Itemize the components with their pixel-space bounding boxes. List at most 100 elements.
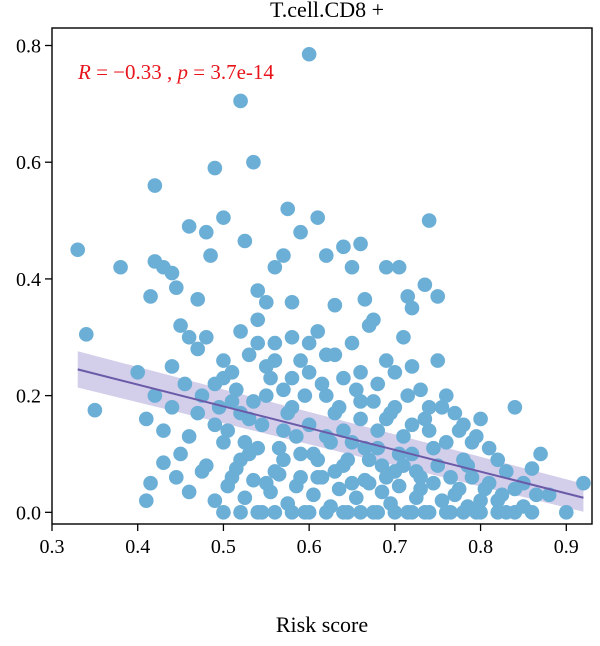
x-tick-label: 0.7	[382, 536, 407, 558]
data-point	[237, 435, 253, 450]
data-point	[357, 472, 373, 488]
data-point	[168, 470, 184, 485]
data-point	[147, 388, 163, 403]
data-point	[246, 394, 261, 409]
data-point	[254, 417, 270, 433]
data-point	[263, 370, 278, 386]
data-point	[507, 399, 523, 415]
data-point	[216, 353, 231, 368]
data-point	[203, 248, 218, 263]
data-point	[353, 236, 368, 252]
data-point	[464, 470, 480, 485]
data-point	[331, 399, 347, 415]
data-point	[438, 505, 454, 520]
x-tick-label: 0.3	[40, 536, 65, 558]
data-point	[370, 423, 386, 438]
data-point	[318, 347, 334, 363]
data-point	[194, 464, 210, 479]
data-point	[130, 364, 146, 380]
data-point	[336, 423, 351, 438]
data-point	[198, 224, 214, 240]
p-equals: =	[193, 60, 210, 84]
data-point	[224, 394, 240, 409]
data-point	[481, 440, 497, 456]
data-point	[293, 224, 308, 240]
data-point	[366, 394, 381, 409]
data-point	[353, 505, 368, 520]
data-point	[417, 277, 433, 293]
data-point	[391, 478, 407, 494]
data-point	[288, 429, 304, 444]
regression-line-layer	[77, 368, 584, 499]
data-point	[156, 455, 171, 471]
data-point	[258, 294, 274, 310]
data-point	[391, 259, 407, 275]
data-point	[301, 364, 317, 380]
data-point	[404, 359, 420, 374]
regression-line	[77, 368, 584, 499]
data-point	[181, 429, 197, 444]
data-point	[404, 300, 420, 316]
data-point	[147, 178, 163, 193]
data-point	[348, 382, 364, 398]
data-point	[361, 452, 377, 468]
data-point	[434, 493, 450, 508]
data-point	[430, 353, 446, 368]
x-tick-label: 0.4	[125, 536, 150, 558]
data-point	[396, 329, 411, 345]
y-tick-label: 0.6	[16, 152, 41, 174]
data-point	[310, 324, 326, 339]
data-point	[233, 405, 248, 421]
data-point	[417, 411, 433, 427]
data-point	[250, 505, 266, 520]
data-point	[421, 423, 437, 438]
data-point	[331, 481, 347, 497]
points-layer	[70, 46, 591, 520]
data-point	[404, 505, 420, 520]
r-value: −0.33	[113, 60, 162, 84]
data-point	[237, 490, 253, 506]
data-point	[267, 335, 283, 351]
data-point	[284, 329, 300, 345]
data-point	[336, 505, 351, 520]
y-tick-label: 0.0	[16, 502, 41, 524]
data-point	[451, 423, 467, 438]
data-point	[323, 435, 338, 450]
data-point	[190, 341, 206, 357]
data-point	[258, 388, 274, 403]
data-point	[276, 452, 291, 468]
data-point	[494, 487, 510, 503]
data-point	[293, 353, 308, 368]
data-point	[246, 154, 261, 170]
data-point	[224, 470, 240, 485]
data-point	[421, 213, 437, 228]
data-point	[370, 440, 386, 456]
data-point	[387, 364, 403, 380]
data-point	[558, 505, 574, 520]
correlation-annotation: R = −0.33 , p = 3.7e-14	[77, 60, 274, 84]
data-point	[143, 475, 158, 491]
x-tick-label: 0.9	[554, 536, 579, 558]
data-point	[353, 411, 368, 427]
data-point	[207, 160, 223, 176]
data-point	[284, 370, 300, 386]
data-point	[87, 402, 103, 418]
data-point	[524, 461, 540, 476]
y-tick-label: 0.4	[16, 269, 41, 291]
data-point	[400, 388, 416, 403]
data-point	[378, 259, 394, 275]
data-point	[310, 210, 326, 225]
data-point	[344, 335, 360, 351]
data-point	[310, 452, 326, 468]
data-point	[241, 446, 257, 462]
data-point	[190, 405, 206, 421]
data-point	[276, 382, 291, 398]
y-tick-label: 0.2	[16, 386, 41, 408]
annotation-separator: ,	[167, 60, 178, 84]
data-point	[443, 470, 458, 485]
data-point	[434, 399, 450, 415]
data-point	[318, 505, 334, 520]
p-value: 3.7e-14	[210, 60, 274, 84]
y-tick-label: 0.8	[16, 36, 41, 58]
data-point	[490, 452, 506, 468]
